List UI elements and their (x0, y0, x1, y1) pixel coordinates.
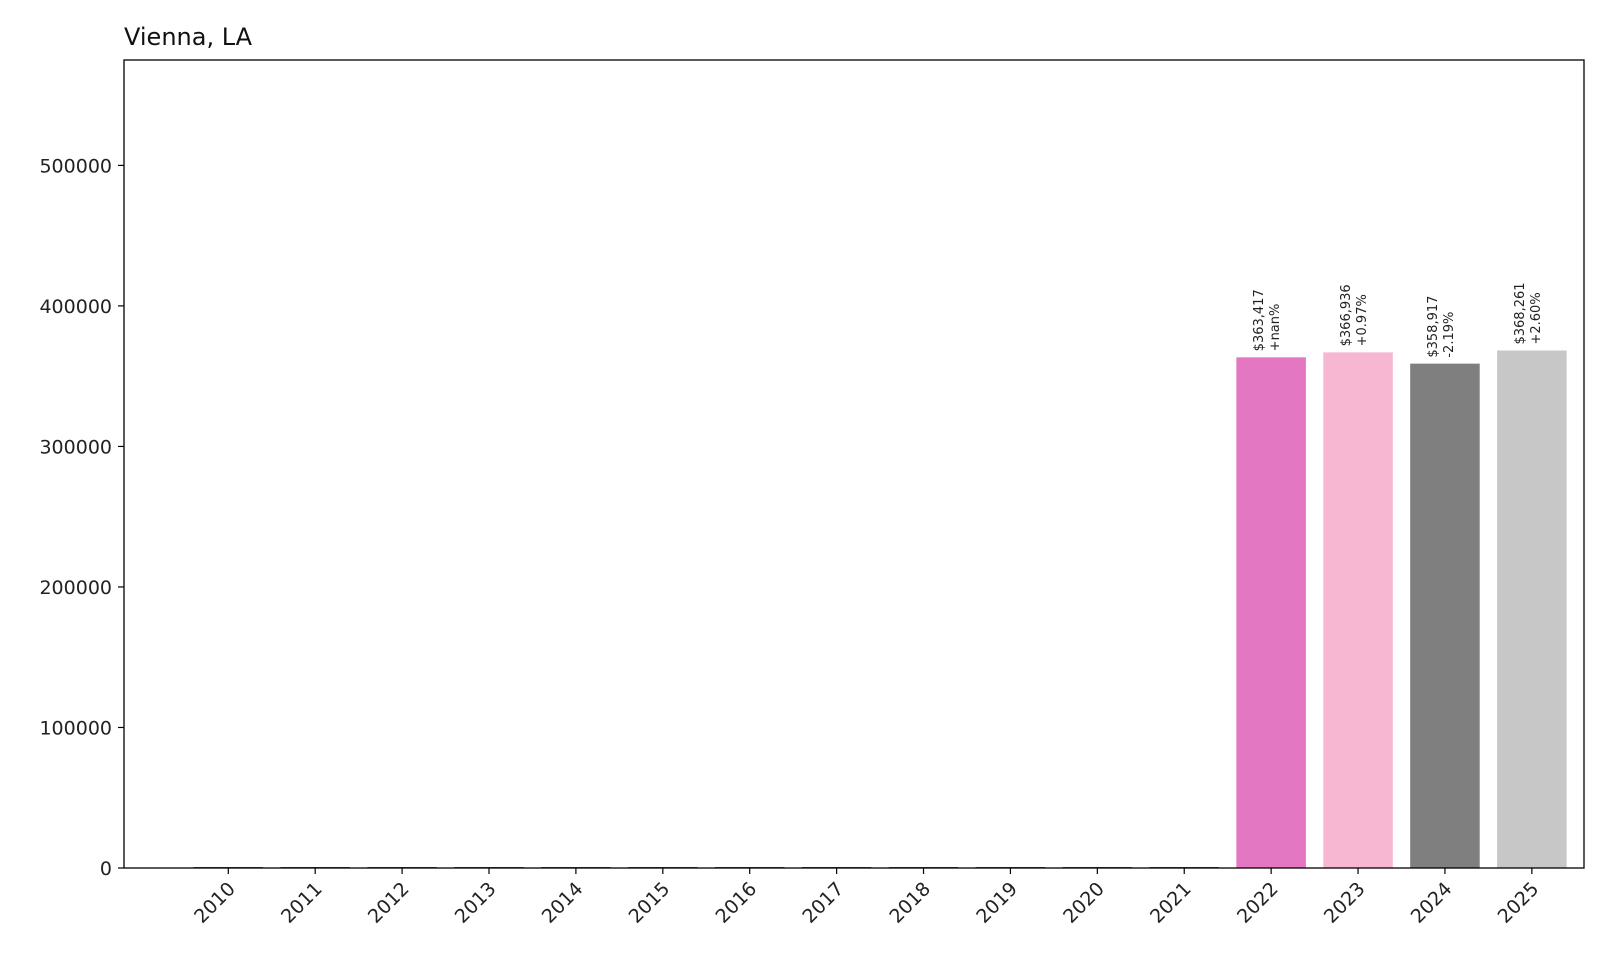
chart-title: Vienna, LA (124, 23, 253, 51)
bar-label-2025: $368,261 +2.60% (1513, 282, 1544, 344)
y-tick-label: 300000 (39, 436, 112, 458)
x-tick-label: 2015 (625, 878, 675, 928)
bar-change-label: +0.97% (1355, 294, 1370, 346)
bars-group (193, 350, 1567, 869)
x-tick-label: 2018 (885, 878, 935, 928)
x-tick-label: 2024 (1407, 878, 1457, 928)
y-tick-label: 200000 (39, 577, 112, 599)
y-tick-label: 100000 (39, 717, 112, 739)
x-tick-label: 2013 (451, 878, 501, 928)
x-tick-label: 2017 (798, 878, 848, 928)
x-tick-label: 2016 (711, 878, 761, 928)
x-tick-label: 2019 (972, 878, 1022, 928)
bar-labels-group: $363,417 +nan% $366,936 +0.97% $358,917 -2.19… (1252, 282, 1544, 357)
x-tick-label: 2022 (1233, 878, 1283, 928)
bar-label-2022: $363,417 +nan% (1252, 289, 1283, 351)
x-tick-label: 2020 (1059, 878, 1109, 928)
x-tick-label: 2012 (364, 878, 414, 928)
bar-label-2024: $358,917 -2.19% (1426, 296, 1457, 358)
bar-value-label: $366,936 (1339, 284, 1354, 346)
x-tick-label: 2014 (538, 878, 588, 928)
x-axis: 2010 2011 2012 2013 2014 2015 2016 2017 2018 2019… (190, 868, 1543, 928)
bar-2022 (1236, 357, 1306, 868)
bar-2023 (1323, 352, 1393, 869)
x-tick-label: 2010 (190, 878, 240, 928)
bar-value-label: $358,917 (1426, 296, 1441, 358)
bar-2024 (1410, 363, 1480, 868)
x-tick-label: 2023 (1320, 878, 1370, 928)
y-tick-label: 0 (100, 858, 112, 880)
y-tick-label: 500000 (39, 155, 112, 177)
bar-value-label: $368,261 (1513, 282, 1528, 344)
bar-change-label: +nan% (1268, 304, 1283, 352)
bar-label-2023: $366,936 +0.97% (1339, 284, 1370, 346)
x-tick-label: 2011 (277, 878, 327, 928)
x-tick-label: 2021 (1146, 878, 1196, 928)
bar-2025 (1497, 350, 1567, 868)
plot-frame (123, 59, 1585, 869)
bar-change-label: +2.60% (1529, 292, 1544, 344)
y-axis: 0 100000 200000 300000 400000 500000 (39, 155, 124, 880)
bar-value-label: $363,417 (1252, 289, 1267, 351)
bar-change-label: -2.19% (1442, 312, 1457, 358)
x-tick-label: 2025 (1494, 878, 1544, 928)
y-tick-label: 400000 (39, 296, 112, 318)
